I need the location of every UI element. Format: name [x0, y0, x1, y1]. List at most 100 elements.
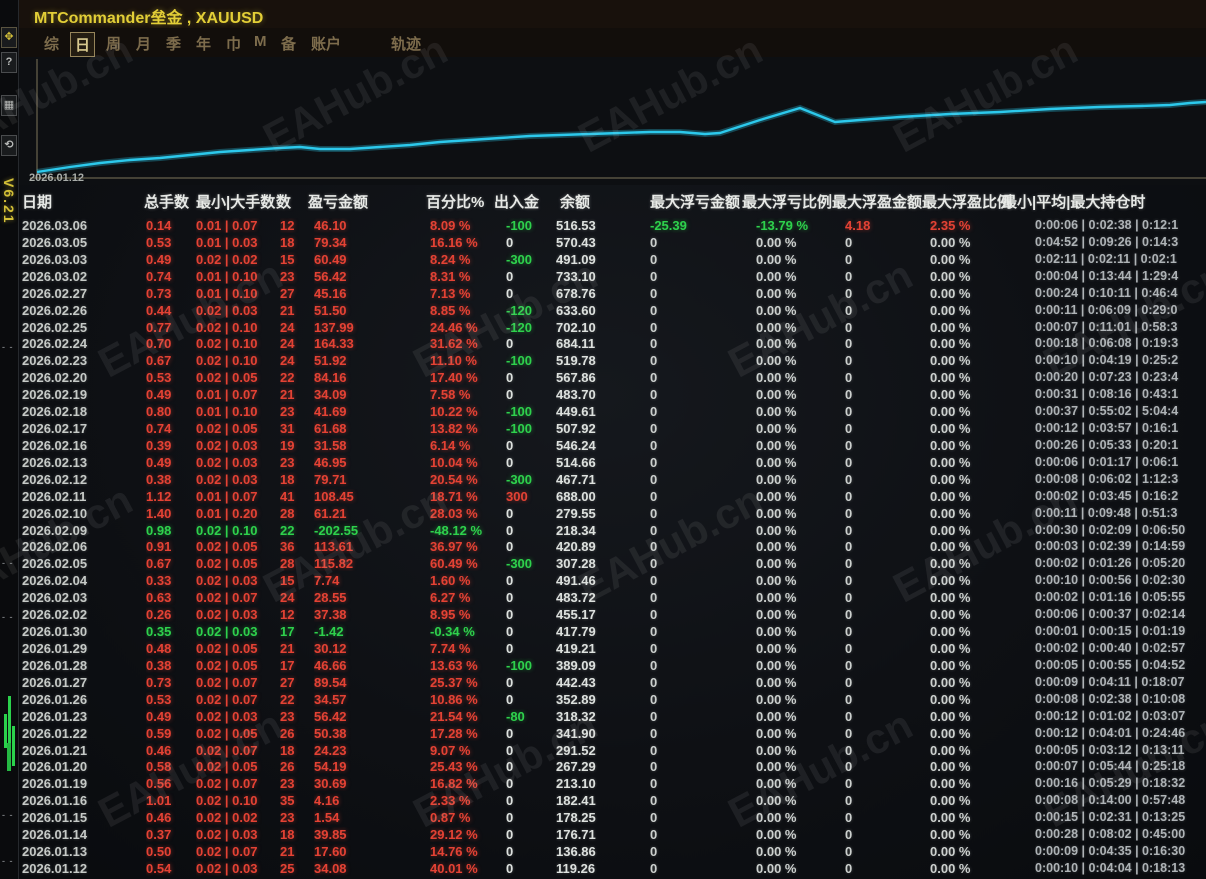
menu-item-7[interactable]: 巾 [226, 36, 242, 53]
cell-pc: 8.09 % [430, 218, 471, 233]
table-row[interactable]: 2026.01.23 0.49 0.02 | 0.03 23 56.42 21.54 % -… [0, 709, 1206, 726]
cell-pc: 14.76 % [430, 844, 478, 860]
table-row[interactable]: 2026.01.29 0.48 0.02 | 0.05 21 30.12 7.74 % 0 4… [0, 641, 1206, 658]
cell-f2: 0 [845, 691, 853, 707]
cell-f2: 0 [845, 607, 853, 623]
table-row[interactable]: 2026.01.20 0.58 0.02 | 0.05 26 54.19 25.43 % 0… [0, 759, 1206, 776]
table-row[interactable]: 2026.01.13 0.50 0.02 | 0.07 21 17.60 14.76 % 0… [0, 844, 1206, 861]
table-row[interactable]: 2026.01.30 0.35 0.02 | 0.03 17 -1.42 -0.34 % 0… [0, 624, 1206, 641]
table-row[interactable]: 2026.01.15 0.46 0.02 | 0.02 23 1.54 0.87 % 0 17… [0, 810, 1206, 827]
table-row[interactable]: 2026.01.22 0.59 0.02 | 0.05 26 50.38 17.28 % 0… [0, 726, 1206, 743]
help-icon[interactable]: ? [1, 52, 17, 73]
cell-d: 2026.03.06 [22, 218, 88, 233]
table-row[interactable]: 2026.02.06 0.91 0.02 | 0.05 36 113.61 36.97 %… [0, 539, 1206, 556]
menu-item-6[interactable]: 年 [196, 36, 212, 53]
cell-mm: 0.02 | 0.03 [196, 607, 258, 623]
cell-f3: 2.35 % [930, 218, 971, 233]
table-row[interactable]: 2026.01.28 0.38 0.02 | 0.05 17 46.66 13.63 % -… [0, 658, 1206, 675]
table-row[interactable]: 2026.03.02 0.74 0.01 | 0.10 23 56.42 8.31 % 0 7… [0, 269, 1206, 286]
cell-p: -202.55 [314, 522, 359, 538]
table-row[interactable]: 2026.03.03 0.49 0.02 | 0.02 15 60.49 8.24 % -3… [0, 252, 1206, 269]
table-row[interactable]: 2026.02.03 0.63 0.02 | 0.07 24 28.55 6.27 % 0 4… [0, 590, 1206, 607]
cell-f3: 0.00 % [930, 319, 971, 335]
cell-f2: 0 [845, 725, 853, 741]
cell-f3: 0.00 % [930, 251, 971, 267]
cell-b: 678.76 [556, 285, 596, 301]
table-row[interactable]: 2026.03.05 0.53 0.01 | 0.03 18 79.34 16.16 % 0… [0, 235, 1206, 252]
table-row[interactable]: 2026.02.25 0.77 0.02 | 0.10 24 137.99 24.46 %… [0, 320, 1206, 337]
menu-item-4[interactable]: 月 [136, 36, 152, 53]
cell-f0: 0 [650, 268, 658, 284]
cell-d: 2026.01.28 [22, 657, 88, 673]
table-row[interactable]: 2026.01.12 0.54 0.02 | 0.03 25 34.08 40.01 % 0… [0, 861, 1206, 878]
cell-f0: 0 [650, 759, 658, 775]
cell-tm: 0:00:02 | 0:01:26 | 0:05:20 [1035, 556, 1186, 571]
menu-item-1[interactable]: 综 [44, 36, 60, 53]
table-row[interactable]: 2026.02.16 0.39 0.02 | 0.03 19 31.58 6.14 % 0 5… [0, 438, 1206, 455]
cell-tm: 0:00:06 | 0:01:17 | 0:06:1 [1035, 454, 1179, 469]
column-header-11: 最大浮盈金额 [832, 194, 923, 211]
cell-p: 108.45 [314, 488, 354, 504]
table-row[interactable]: 2026.01.14 0.37 0.02 | 0.03 18 39.85 29.12 % 0… [0, 827, 1206, 844]
cell-io: 0 [506, 268, 514, 284]
cell-p: 34.09 [314, 387, 347, 403]
table-row[interactable]: 2026.02.05 0.67 0.02 | 0.05 28 115.82 60.49 %… [0, 556, 1206, 573]
cell-tm: 0:00:01 | 0:00:15 | 0:01:19 [1035, 624, 1186, 639]
table-row[interactable]: 2026.02.27 0.73 0.01 | 0.10 27 45.16 7.13 % 0 6… [0, 286, 1206, 303]
version-label: V6.21 [1, 178, 17, 225]
cell-mm: 0.02 | 0.03 [196, 827, 258, 843]
cell-f3: 0.00 % [930, 657, 971, 673]
cell-f2: 0 [845, 471, 853, 487]
table-row[interactable]: 2026.02.04 0.33 0.02 | 0.03 15 7.74 1.60 % 0 49… [0, 573, 1206, 590]
mini-candles-sparkline [4, 696, 15, 771]
table-row[interactable]: 2026.02.20 0.53 0.02 | 0.05 22 84.16 17.40 % 0… [0, 370, 1206, 387]
menu-item-11[interactable]: 轨迹 [391, 36, 422, 53]
move-icon[interactable]: ✥ [1, 27, 17, 48]
table-row[interactable]: 2026.01.16 1.01 0.02 | 0.10 35 4.16 2.33 % 0 18… [0, 793, 1206, 810]
table-row[interactable]: 2026.02.02 0.26 0.02 | 0.03 12 37.38 8.95 % 0 4… [0, 607, 1206, 624]
cell-d: 2026.02.23 [22, 353, 88, 369]
menu-item-8[interactable]: M [254, 33, 267, 50]
cell-f3: 0.00 % [930, 488, 971, 504]
cell-io: 0 [506, 607, 514, 623]
menu-item-10[interactable]: 账户 [311, 36, 342, 53]
table-row[interactable]: 2026.02.26 0.44 0.02 | 0.03 21 51.50 8.85 % -1… [0, 303, 1206, 320]
table-row[interactable]: 2026.02.23 0.67 0.02 | 0.10 24 51.92 11.10 % -… [0, 353, 1206, 370]
cell-b: 633.60 [556, 302, 596, 318]
cell-b: 684.11 [556, 336, 596, 352]
table-row[interactable]: 2026.01.21 0.46 0.02 | 0.07 18 24.23 9.07 % 0 2… [0, 743, 1206, 760]
table-row[interactable]: 2026.02.18 0.80 0.01 | 0.10 23 41.69 10.22 % -… [0, 404, 1206, 421]
table-row[interactable]: 2026.02.17 0.74 0.02 | 0.05 31 61.68 13.82 % -… [0, 421, 1206, 438]
cell-n: 26 [280, 725, 295, 741]
restore-icon[interactable]: ⟲ [1, 135, 17, 156]
cell-io: 0 [506, 844, 514, 860]
cell-io: -80 [506, 708, 525, 724]
menu-item-2[interactable]: 日 [70, 32, 96, 57]
cell-f0: 0 [650, 844, 658, 860]
cell-tm: 0:00:02 | 0:01:16 | 0:05:55 [1035, 590, 1186, 605]
table-row[interactable]: 2026.01.19 0.56 0.02 | 0.07 23 30.69 16.82 % 0… [0, 776, 1206, 793]
cell-tm: 0:00:18 | 0:06:08 | 0:19:3 [1035, 336, 1179, 351]
cell-tm: 0:00:24 | 0:10:11 | 0:46:4 [1035, 285, 1178, 300]
title-bar: MTCommander垒金 , XAUUSD [19, 0, 1206, 28]
cell-tm: 0:00:12 | 0:03:57 | 0:16:1 [1035, 421, 1179, 436]
table-row[interactable]: 2026.01.27 0.73 0.02 | 0.07 27 89.54 25.37 % 0… [0, 675, 1206, 692]
cell-f2: 0 [845, 776, 853, 792]
table-row[interactable]: 2026.02.09 0.98 0.02 | 0.10 22 -202.55 -48.12… [0, 523, 1206, 540]
grid-window-icon[interactable]: ▦ [1, 95, 17, 116]
menu-item-5[interactable]: 季 [166, 36, 182, 53]
table-row[interactable]: 2026.02.19 0.49 0.01 | 0.07 21 34.09 7.58 % 0 4… [0, 387, 1206, 404]
table-row[interactable]: 2026.02.24 0.70 0.02 | 0.10 24 164.33 31.62 %… [0, 336, 1206, 353]
cell-f0: 0 [650, 793, 658, 809]
table-row[interactable]: 2026.03.06 0.14 0.01 | 0.07 12 46.10 8.09 % -1… [0, 218, 1206, 235]
table-row[interactable]: 2026.02.12 0.38 0.02 | 0.03 18 79.71 20.54 % -… [0, 472, 1206, 489]
cell-n: 24 [280, 336, 295, 352]
cell-t: 0.53 [146, 691, 172, 707]
table-row[interactable]: 2026.02.11 1.12 0.01 | 0.07 41 108.45 18.71 %… [0, 489, 1206, 506]
table-row[interactable]: 2026.02.13 0.49 0.02 | 0.03 23 46.95 10.04 % 0… [0, 455, 1206, 472]
menu-item-9[interactable]: 备 [281, 36, 297, 53]
cell-pc: 10.86 % [430, 691, 478, 707]
menu-item-3[interactable]: 周 [106, 36, 122, 53]
table-row[interactable]: 2026.02.10 1.40 0.01 | 0.20 28 61.21 28.03 % 0… [0, 506, 1206, 523]
table-row[interactable]: 2026.01.26 0.53 0.02 | 0.07 22 34.57 10.86 % 0… [0, 692, 1206, 709]
